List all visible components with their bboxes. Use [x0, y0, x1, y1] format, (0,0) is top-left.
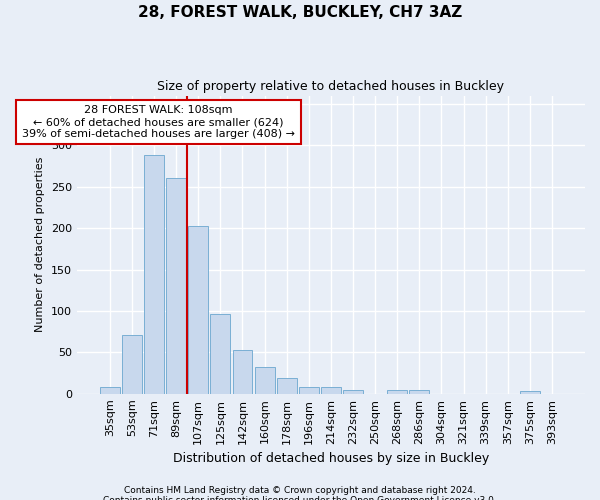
Text: 28, FOREST WALK, BUCKLEY, CH7 3AZ: 28, FOREST WALK, BUCKLEY, CH7 3AZ [138, 5, 462, 20]
Bar [343, 390, 363, 394]
Bar [321, 387, 341, 394]
Bar [277, 378, 296, 394]
Bar [211, 314, 230, 394]
Bar [166, 178, 186, 394]
Bar [254, 368, 275, 394]
X-axis label: Distribution of detached houses by size in Buckley: Distribution of detached houses by size … [173, 452, 489, 465]
Text: Contains public sector information licensed under the Open Government Licence v3: Contains public sector information licen… [103, 496, 497, 500]
Y-axis label: Number of detached properties: Number of detached properties [35, 157, 45, 332]
Title: Size of property relative to detached houses in Buckley: Size of property relative to detached ho… [157, 80, 505, 93]
Bar [409, 390, 429, 394]
Bar [122, 335, 142, 394]
Bar [299, 387, 319, 394]
Bar [233, 350, 253, 394]
Bar [520, 392, 540, 394]
Bar [100, 387, 120, 394]
Text: 28 FOREST WALK: 108sqm
← 60% of detached houses are smaller (624)
39% of semi-de: 28 FOREST WALK: 108sqm ← 60% of detached… [22, 106, 295, 138]
Text: Contains HM Land Registry data © Crown copyright and database right 2024.: Contains HM Land Registry data © Crown c… [124, 486, 476, 495]
Bar [387, 390, 407, 394]
Bar [144, 155, 164, 394]
Bar [188, 226, 208, 394]
